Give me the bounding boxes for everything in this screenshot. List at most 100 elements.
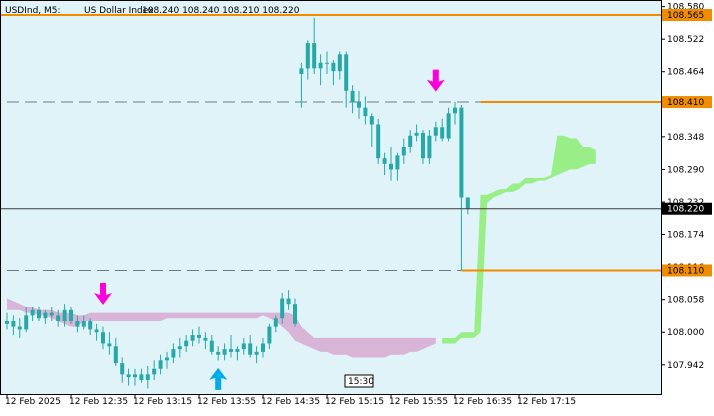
y-tick-label: 107.942	[667, 361, 704, 371]
y-tick-label: 108.580	[667, 3, 704, 13]
y-tick-label: 108.464	[667, 68, 704, 78]
sell-arrow-icon	[94, 282, 112, 305]
candle-body	[171, 349, 176, 358]
candle-body	[286, 298, 291, 305]
candle-body	[293, 304, 297, 324]
x-tick-label: 12 Feb 2025	[5, 397, 61, 407]
candle-body	[261, 343, 265, 352]
level-price-tag	[662, 96, 712, 109]
x-tick-label: 12 Feb 15:15	[325, 397, 384, 407]
candle-body	[408, 135, 413, 147]
candle-body	[152, 368, 157, 375]
chart-frame	[0, 0, 662, 395]
candle-body	[235, 349, 240, 352]
candle-body	[37, 309, 41, 319]
candle-body	[113, 346, 118, 364]
candle-body	[158, 360, 163, 369]
candle-body	[11, 321, 16, 327]
candle-body	[357, 102, 361, 108]
candle-body	[344, 54, 349, 91]
candle-body	[331, 62, 336, 72]
level-price-tag-label: 108.110	[667, 266, 704, 276]
candle-body	[248, 343, 253, 355]
candle-body	[337, 54, 342, 72]
candle-body	[254, 351, 259, 355]
level-price-tag-label: 108.410	[667, 98, 704, 108]
candle-body	[350, 90, 355, 103]
candle-body	[139, 374, 144, 380]
candle-body	[190, 335, 195, 341]
candle-body	[440, 127, 445, 139]
candle-body	[126, 374, 131, 378]
candle-body	[165, 357, 169, 361]
candle-body	[222, 349, 227, 355]
current-price-tag	[662, 202, 712, 215]
candle-body	[43, 312, 48, 319]
candle-body	[177, 346, 182, 350]
y-tick-label: 108.000	[667, 328, 704, 338]
y-tick-label: 108.058	[667, 296, 704, 306]
x-tick-label: 12 Feb 13:55	[197, 397, 256, 407]
candle-body	[465, 197, 470, 209]
x-tick-label: 12 Feb 12:35	[69, 397, 128, 407]
candle-body	[363, 107, 368, 117]
cursor-time-box	[344, 374, 374, 388]
candle-body	[382, 158, 387, 164]
candle-body	[414, 132, 419, 136]
candle-body	[184, 340, 189, 347]
plot-area[interactable]	[0, 0, 661, 394]
ichimoku-cloud-past	[7, 298, 436, 358]
candle-body	[229, 349, 233, 352]
candle-body	[267, 326, 272, 344]
candle-body	[305, 43, 310, 69]
chart-ohlc-label: 108.240 108.240 108.210 108.220	[142, 6, 300, 16]
candle-body	[427, 135, 432, 159]
candle-body	[81, 321, 86, 327]
candle-body	[101, 332, 105, 344]
candle-body	[133, 374, 137, 378]
y-tick-label: 108.290	[667, 165, 704, 175]
candle-body	[318, 62, 323, 69]
candle-body	[5, 321, 9, 324]
candle-body	[312, 43, 317, 69]
candle-body	[280, 298, 285, 319]
candle-body	[299, 68, 304, 74]
candle-body	[446, 113, 451, 139]
chart-symbol-label: USDInd, M5:	[5, 6, 61, 16]
candle-body	[433, 127, 438, 136]
candle-body	[273, 318, 278, 327]
candle-body	[203, 337, 208, 341]
candle-body	[17, 326, 22, 330]
x-tick-label: 12 Feb 13:15	[133, 397, 192, 407]
x-tick-label: 12 Feb 15:55	[389, 397, 448, 407]
candle-body	[145, 374, 150, 380]
x-tick-label: 12 Feb 17:15	[517, 397, 576, 407]
y-tick-label: 108.348	[667, 133, 704, 143]
y-tick-label: 108.522	[667, 35, 704, 45]
y-tick-label: 108.174	[667, 231, 704, 241]
candle-body	[30, 309, 35, 316]
candle-body	[75, 321, 80, 327]
level-price-tag	[662, 264, 712, 277]
candle-body	[216, 351, 221, 355]
candle-body	[24, 315, 29, 330]
candle-body	[197, 335, 201, 338]
candle-body	[401, 146, 406, 156]
candle-body	[209, 340, 214, 352]
current-price-tag-label: 108.220	[667, 205, 704, 215]
candle-body	[241, 343, 246, 350]
candle-body	[325, 62, 329, 64]
candle-body	[395, 155, 400, 170]
candle-body	[389, 163, 393, 170]
ichimoku-cloud-future	[442, 135, 596, 344]
candle-body	[69, 309, 73, 322]
cursor-time-label: 15:30	[348, 377, 374, 387]
x-tick-label: 12 Feb 16:35	[453, 397, 512, 407]
x-tick-label: 12 Feb 14:35	[261, 397, 320, 407]
chart-description-label: US Dollar Index	[84, 6, 154, 16]
candle-body	[94, 329, 99, 333]
candle-body	[376, 124, 381, 159]
buy-arrow-icon	[209, 367, 228, 390]
